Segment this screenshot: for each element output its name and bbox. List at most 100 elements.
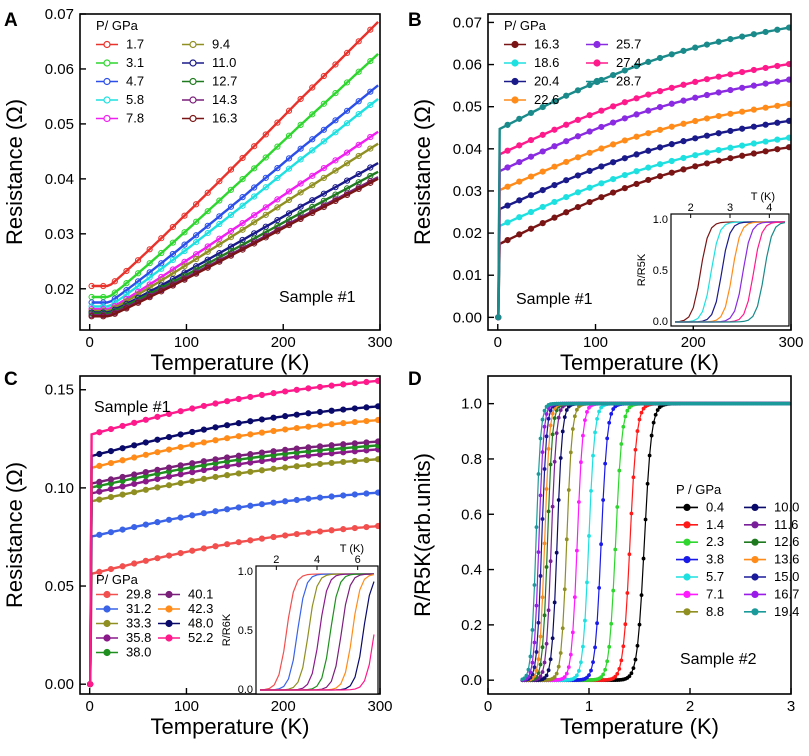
series-point [293, 445, 300, 452]
series-point [774, 62, 781, 70]
series-point [87, 681, 94, 688]
inset-y-tick-label: 0.5 [653, 265, 668, 277]
series-point [692, 94, 699, 101]
series-point [309, 197, 316, 204]
series-point [262, 184, 269, 191]
series-point [223, 398, 231, 405]
series-point [645, 91, 652, 98]
series-point [258, 535, 266, 542]
series-point [374, 403, 380, 410]
series-point [613, 547, 618, 552]
series-point [633, 180, 640, 188]
series-point [568, 652, 573, 657]
series-point [165, 552, 173, 559]
series-point [154, 436, 161, 443]
legend-label: 7.1 [706, 586, 724, 601]
series-point [548, 423, 553, 428]
series-point [247, 451, 254, 458]
series-point [193, 218, 200, 225]
series-point [527, 153, 535, 160]
y-tick-label: 0.07 [45, 6, 74, 23]
series-point [692, 78, 699, 85]
series-point [181, 212, 188, 219]
series-point [239, 202, 246, 209]
series-point [727, 71, 734, 78]
series-point [546, 509, 551, 514]
series-point [258, 449, 266, 456]
series-point [610, 175, 617, 183]
series-point [363, 456, 370, 464]
series-line-3.1 [91, 53, 379, 299]
series-point [554, 550, 559, 555]
series-point [158, 265, 165, 272]
axes-frame [79, 13, 381, 331]
series-point [570, 427, 575, 431]
series-point [367, 88, 374, 95]
series-point [668, 123, 675, 130]
x-axis-label: Temperature (K) [151, 714, 310, 739]
series-point [328, 407, 335, 414]
series-point [177, 431, 184, 438]
series-point [548, 657, 553, 662]
series-point [668, 169, 675, 176]
legend-label: 15.0 [774, 569, 799, 584]
series-point [177, 514, 184, 521]
series-point [611, 588, 616, 593]
series-point [200, 475, 207, 483]
legend-label: 40.1 [188, 587, 213, 602]
series-point [610, 189, 617, 196]
legend-label: 8.8 [706, 604, 724, 619]
series-point [251, 165, 258, 172]
series-point [516, 197, 523, 204]
x-tick-label: 100 [174, 334, 199, 351]
series-point [680, 47, 687, 54]
series-point [750, 106, 757, 113]
series-point [619, 442, 624, 446]
series-point [727, 155, 734, 162]
series-point [142, 469, 149, 476]
inset-x-tick-label: 4 [766, 202, 772, 214]
y-axis-label: Resistance (Ω) [410, 99, 435, 245]
series-point [528, 670, 533, 675]
x-tick-label: 2 [686, 698, 694, 715]
series-point [177, 462, 184, 469]
series-point [680, 120, 687, 127]
series-point [536, 620, 541, 625]
y-axis-label: Resistance (Ω) [2, 462, 27, 608]
series-point [504, 121, 511, 128]
legend-swatch-marker [103, 619, 111, 628]
series-point [538, 493, 543, 498]
series-point [343, 107, 351, 114]
series-point [309, 182, 316, 189]
series-point [200, 439, 207, 446]
legend-swatch-marker [683, 503, 691, 511]
series-point [320, 138, 327, 145]
series-point [643, 517, 648, 522]
legend: P/ GPa 16.3 18.6 20.4 22.6 25.7 27.4 28.7 [504, 18, 641, 107]
series-point [621, 155, 628, 162]
series-point [680, 97, 687, 104]
series-point [544, 487, 549, 491]
series-point [123, 267, 130, 275]
series-line-16.3 [91, 177, 379, 318]
series-point [572, 595, 577, 600]
series-point [107, 447, 115, 455]
series-point [227, 243, 235, 250]
y-tick-label: 0.04 [45, 171, 74, 188]
series-point [142, 521, 149, 528]
series-point [363, 378, 370, 386]
series-point [613, 674, 618, 679]
series-point [739, 84, 746, 91]
series-point [131, 419, 138, 426]
series-point [504, 237, 511, 244]
series-point [181, 229, 188, 236]
series-point [204, 264, 211, 271]
series-point [320, 72, 327, 80]
x-axis-label: Temperature (K) [560, 350, 719, 375]
series-point [282, 532, 289, 539]
series-point [544, 565, 549, 569]
series-point [216, 213, 223, 220]
series-point [343, 149, 351, 156]
series-point [96, 478, 103, 485]
series-point [262, 154, 269, 161]
